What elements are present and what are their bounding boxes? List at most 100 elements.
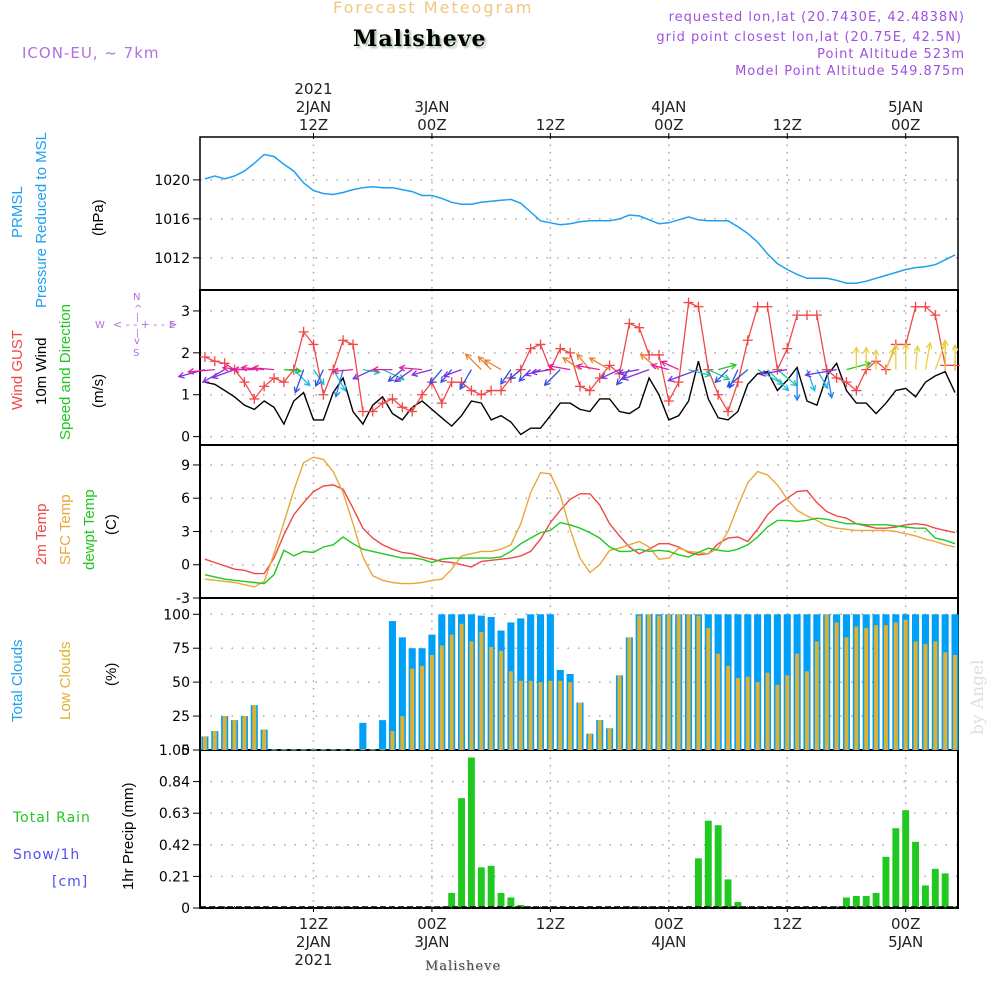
- svg-text:^: ^: [134, 304, 142, 315]
- gust-marker: [930, 310, 941, 321]
- rain-bar: [931, 868, 939, 907]
- low-cloud-bar: [834, 622, 839, 750]
- wind-arrow-head: [872, 348, 880, 356]
- low-cloud-bar: [528, 680, 533, 750]
- wind-arrow-head: [251, 364, 259, 372]
- gust-marker: [811, 310, 822, 321]
- low-cloud-bar: [242, 716, 247, 750]
- gust-marker: [782, 343, 793, 354]
- gust-marker: [259, 381, 270, 392]
- wind-arrow: [758, 368, 788, 377]
- low-cloud-bar: [548, 680, 553, 750]
- gust-marker: [377, 398, 388, 409]
- wind-arrow-head: [187, 368, 195, 375]
- compass-rose: N S W E < - - + - - > ^ | | v: [95, 292, 178, 359]
- wind-arrow-head: [639, 353, 647, 360]
- wind-arrow-shaft: [293, 369, 311, 386]
- rain-bar: [507, 897, 515, 907]
- rain-bar: [448, 892, 456, 907]
- gust-marker: [397, 402, 408, 413]
- x-tick-label-bottom: 2021: [294, 951, 332, 969]
- low-cloud-bar: [380, 749, 385, 751]
- wind-arrow: [477, 355, 492, 371]
- wind-arrow: [924, 341, 933, 370]
- low-cloud-bar: [489, 646, 494, 750]
- y-tick-label: 9: [181, 458, 190, 474]
- gust-marker: [486, 385, 497, 396]
- gust-marker: [910, 301, 921, 312]
- wind-arrow-head: [726, 380, 734, 388]
- low-cloud-bar: [854, 626, 859, 750]
- total-cloud-bar: [754, 614, 762, 750]
- wind-arrow: [547, 363, 571, 371]
- wind-arrow-head: [440, 376, 447, 384]
- wind-arrow-head: [714, 376, 722, 384]
- low-cloud-bar: [953, 655, 958, 750]
- wind-arrow: [410, 368, 433, 377]
- wind-arrow-shaft: [826, 369, 833, 398]
- wind-arrow-shaft: [548, 365, 571, 371]
- x-tick-label-top: 2021: [294, 80, 332, 98]
- low-cloud-bar: [212, 731, 217, 750]
- wind-arrow-shaft: [394, 369, 413, 383]
- low-cloud-bar: [281, 749, 286, 751]
- gust-marker: [407, 406, 418, 417]
- wind-arrow: [852, 346, 860, 370]
- y-tick-label: 0.63: [159, 806, 190, 822]
- wind-arrow-shaft: [333, 368, 354, 372]
- x-tick-label-top: 00Z: [891, 116, 920, 134]
- wind-arrow-head: [852, 346, 860, 354]
- gust-marker: [269, 372, 280, 383]
- low-cloud-bar: [469, 641, 474, 750]
- x-tick-label-bottom: 4JAN: [651, 933, 686, 951]
- wind-arrow-head: [650, 362, 658, 370]
- wind-arrow-shaft: [708, 369, 730, 380]
- y-tick-label: 1020: [154, 173, 190, 189]
- gust-marker: [713, 389, 724, 400]
- wind-arrow: [283, 367, 303, 375]
- total-cloud-bar: [388, 621, 397, 750]
- low-cloud-bar: [578, 702, 582, 750]
- wind-arrow-head: [333, 390, 341, 398]
- wind-arrow-head: [723, 374, 731, 381]
- wind-arrow-head: [232, 366, 240, 374]
- dewpt-line: [204, 517, 956, 585]
- wind-arrow-head: [809, 384, 817, 393]
- wind-arrow-shaft: [651, 364, 669, 371]
- low-cloud-bar: [508, 671, 513, 750]
- gust-marker: [525, 343, 536, 354]
- low-cloud-bar: [913, 641, 918, 750]
- x-tick-label-top: 00Z: [417, 116, 446, 134]
- low-cloud-bar: [301, 749, 306, 751]
- wind-arrow-head: [211, 372, 219, 380]
- wind-arrow: [717, 362, 738, 371]
- wind-arrow: [387, 369, 403, 383]
- low-cloud-bar: [686, 614, 691, 750]
- y-tick-label: -3: [176, 591, 190, 607]
- wind-arrow-head: [660, 360, 668, 367]
- wind-arrow-shaft: [332, 369, 347, 392]
- gust-marker: [752, 301, 763, 312]
- low-cloud-bar: [410, 668, 415, 750]
- wind-arrow-head: [543, 379, 551, 387]
- x-tick-label-bottom: 12Z: [299, 915, 328, 933]
- gust-marker: [496, 385, 507, 396]
- gust-marker: [338, 335, 349, 346]
- wind-arrow-shaft: [805, 368, 837, 376]
- low-cloud-bar: [745, 676, 750, 750]
- wind-arrow-head: [892, 343, 900, 351]
- wind-arrow: [500, 369, 512, 386]
- svg-text:< - - + - - >: < - - + - - >: [113, 318, 178, 331]
- low-cloud-bar: [222, 716, 227, 750]
- gust-marker: [308, 339, 319, 350]
- wind-arrow-head: [500, 377, 507, 386]
- wind-arrow-shaft: [465, 353, 482, 371]
- wind-arrow-head: [951, 343, 959, 351]
- wind-arrow-head: [758, 370, 767, 377]
- low-cloud-bar: [202, 736, 207, 750]
- low-cloud-bar: [351, 749, 355, 751]
- wind-arrow: [660, 360, 679, 371]
- wind-arrow: [429, 369, 443, 385]
- wind-arrow-shaft: [477, 356, 492, 371]
- wind-arrow-head: [483, 359, 491, 366]
